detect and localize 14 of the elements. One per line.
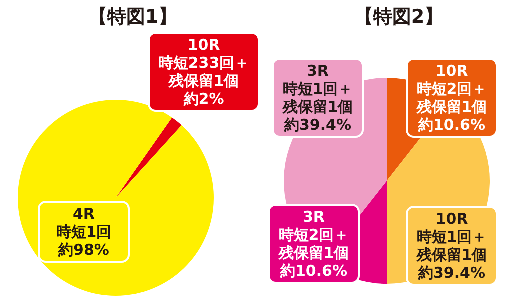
data-label: 約10.6% [280,262,348,280]
data-label: 約10.6% [418,116,486,134]
slice-label: 3R 時短1回＋残保留1個 [282,62,354,116]
slice-label: 10R 時短233回＋残保留1個 [158,36,250,90]
data-label: 約2% [184,90,224,108]
slice-label: 10R 時短2回＋残保留1個 [416,62,488,116]
slice-label: 10R 時短1回＋残保留1個 [416,210,488,264]
chart-title: 【特図1】 [87,5,179,30]
data-label: 約39.4% [418,264,486,282]
chart-title: 【特図2】 [353,5,445,30]
slice-label: 4R 時短1回 [56,205,112,241]
slice-label: 3R 時短2回＋残保留1個 [278,208,350,262]
data-label: 約39.4% [284,116,352,134]
data-label: 約98% [58,241,110,259]
